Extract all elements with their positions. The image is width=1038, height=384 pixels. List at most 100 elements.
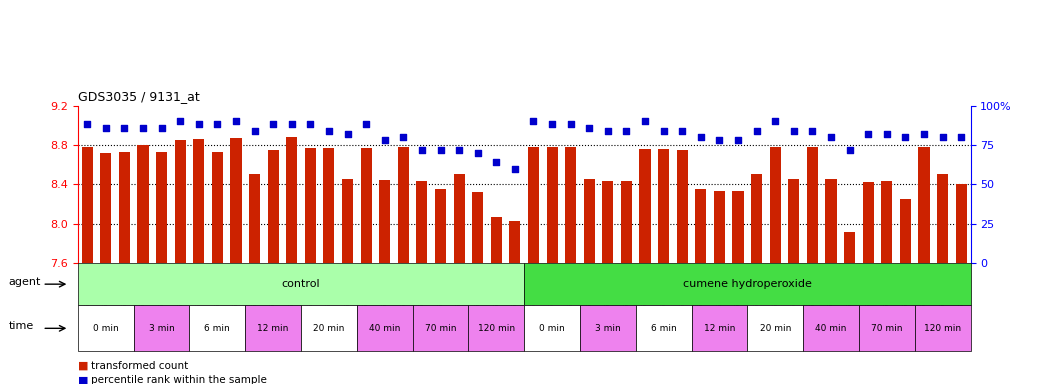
Point [154, 124, 170, 131]
Bar [524, 263, 971, 305]
Text: 120 min: 120 min [477, 324, 515, 333]
Text: ■: ■ [78, 361, 88, 371]
Bar [528, 147, 539, 263]
Bar [305, 148, 316, 263]
Bar [118, 152, 130, 263]
Bar [752, 174, 762, 263]
Point [619, 128, 635, 134]
Bar [788, 179, 799, 263]
Bar [468, 305, 524, 351]
Bar [677, 150, 688, 263]
Bar [156, 152, 167, 263]
Text: 12 min: 12 min [704, 324, 735, 333]
Point [283, 121, 300, 127]
Point [655, 128, 672, 134]
Point [859, 131, 876, 137]
Bar [803, 305, 859, 351]
Point [842, 147, 858, 153]
Point [79, 121, 95, 127]
Bar [189, 305, 245, 351]
Bar [770, 147, 781, 263]
Point [469, 150, 486, 156]
Bar [472, 192, 484, 263]
Point [413, 147, 430, 153]
Text: transformed count: transformed count [91, 361, 189, 371]
Bar [435, 189, 446, 263]
Point [767, 118, 784, 124]
Point [246, 128, 263, 134]
Bar [863, 182, 874, 263]
Point [209, 121, 225, 127]
Bar [78, 263, 524, 305]
Point [525, 118, 542, 124]
Point [302, 121, 319, 127]
Bar [658, 149, 670, 263]
Point [432, 147, 448, 153]
Bar [416, 181, 428, 263]
Bar [357, 305, 413, 351]
Bar [937, 174, 949, 263]
Bar [956, 184, 966, 263]
Text: 3 min: 3 min [148, 324, 174, 333]
Text: 70 min: 70 min [425, 324, 457, 333]
Bar [78, 305, 134, 351]
Text: 20 min: 20 min [313, 324, 345, 333]
Text: ■: ■ [78, 375, 88, 384]
Bar [82, 147, 92, 263]
Bar [491, 217, 502, 263]
Bar [733, 191, 743, 263]
Text: 40 min: 40 min [370, 324, 401, 333]
Point [172, 118, 189, 124]
Point [395, 134, 412, 140]
Bar [639, 149, 651, 263]
Point [358, 121, 375, 127]
Bar [524, 305, 580, 351]
Bar [844, 232, 855, 263]
Point [878, 131, 895, 137]
Point [339, 131, 356, 137]
Point [265, 121, 281, 127]
Text: percentile rank within the sample: percentile rank within the sample [91, 375, 267, 384]
Bar [324, 148, 334, 263]
Point [563, 121, 579, 127]
Bar [134, 305, 189, 351]
Text: control: control [281, 279, 321, 289]
Point [823, 134, 840, 140]
Bar [565, 147, 576, 263]
Bar [193, 139, 204, 263]
Point [135, 124, 152, 131]
Bar [360, 148, 372, 263]
Point [786, 128, 802, 134]
Bar [174, 140, 186, 263]
Bar [342, 179, 353, 263]
Text: agent: agent [8, 277, 40, 287]
Point [116, 124, 133, 131]
Bar [914, 305, 971, 351]
Bar [602, 181, 613, 263]
Bar [621, 181, 632, 263]
Text: 3 min: 3 min [595, 324, 621, 333]
Bar [286, 137, 297, 263]
Bar [859, 305, 914, 351]
Text: time: time [8, 321, 34, 331]
Bar [635, 305, 691, 351]
Bar [580, 305, 635, 351]
Bar [881, 181, 893, 263]
Point [377, 137, 393, 143]
Bar [212, 152, 223, 263]
Point [507, 166, 523, 172]
Point [450, 147, 467, 153]
Bar [379, 180, 390, 263]
Bar [807, 147, 818, 263]
Point [897, 134, 913, 140]
Point [190, 121, 207, 127]
Point [636, 118, 653, 124]
Point [692, 134, 709, 140]
Point [730, 137, 746, 143]
Point [711, 137, 728, 143]
Text: 6 min: 6 min [651, 324, 677, 333]
Point [600, 128, 617, 134]
Bar [825, 179, 837, 263]
Bar [714, 191, 725, 263]
Bar [100, 153, 111, 263]
